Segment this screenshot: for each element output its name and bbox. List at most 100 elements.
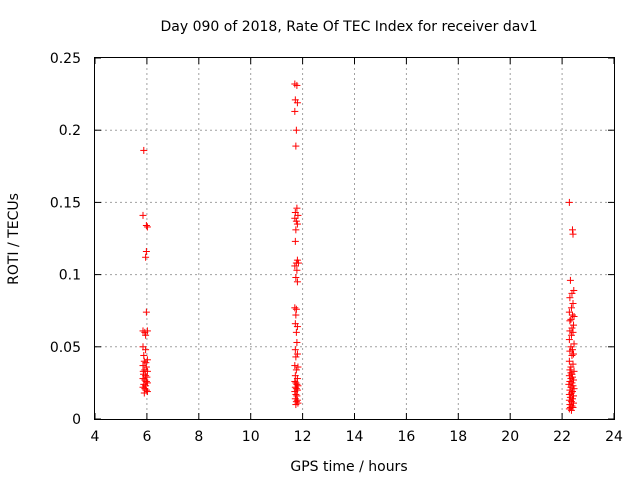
data-point xyxy=(139,375,147,383)
data-point xyxy=(292,142,300,150)
data-point xyxy=(293,81,301,89)
data-point xyxy=(569,403,577,411)
data-point xyxy=(566,366,574,374)
data-point xyxy=(142,253,150,261)
y-tick-label: 0.25 xyxy=(50,51,81,67)
data-point xyxy=(565,357,573,365)
data-point xyxy=(568,388,576,396)
data-point xyxy=(143,223,151,231)
data-point xyxy=(143,388,151,396)
data-point xyxy=(293,256,301,264)
data-point xyxy=(140,357,148,365)
data-point xyxy=(566,347,574,355)
data-point xyxy=(291,237,299,245)
y-axis-label: ROTI / TECUs xyxy=(6,193,22,285)
data-point xyxy=(570,321,578,329)
data-point xyxy=(567,383,575,391)
data-point xyxy=(140,351,148,359)
data-point xyxy=(566,317,574,325)
data-point xyxy=(565,308,573,316)
x-tick-label: 4 xyxy=(91,429,100,445)
data-point xyxy=(142,308,150,316)
data-point xyxy=(567,406,575,414)
x-tick-label: 16 xyxy=(397,429,415,445)
data-point xyxy=(570,385,578,393)
data-point xyxy=(565,336,573,344)
data-point xyxy=(142,222,150,230)
data-point xyxy=(293,380,301,388)
data-point xyxy=(293,350,301,358)
data-point xyxy=(291,107,299,115)
data-point xyxy=(292,226,300,234)
data-point xyxy=(142,363,150,371)
x-tick-label: 8 xyxy=(194,429,203,445)
x-tick-label: 14 xyxy=(346,429,364,445)
data-point xyxy=(292,353,300,361)
data-point xyxy=(294,363,302,371)
x-tick-label: 20 xyxy=(501,429,519,445)
data-point xyxy=(140,146,148,154)
data-point xyxy=(293,323,301,331)
data-point xyxy=(568,311,576,319)
data-point xyxy=(292,328,300,336)
data-point xyxy=(294,211,302,219)
data-point xyxy=(293,99,301,107)
data-point xyxy=(139,211,147,219)
data-point xyxy=(567,343,575,351)
data-point xyxy=(292,217,300,225)
data-point xyxy=(570,376,578,384)
data-point xyxy=(293,266,301,274)
data-point xyxy=(139,367,147,375)
data-point xyxy=(567,369,575,377)
data-point xyxy=(566,294,574,302)
data-point xyxy=(293,338,301,346)
data-point xyxy=(569,328,577,336)
data-point xyxy=(292,305,300,313)
data-point xyxy=(143,379,151,387)
grid xyxy=(95,58,614,419)
chart-title: Day 090 of 2018, Rate Of TEC Index for r… xyxy=(160,19,537,35)
data-point xyxy=(291,362,299,370)
data-point xyxy=(568,289,576,297)
data-point xyxy=(293,392,301,400)
x-tick-label: 24 xyxy=(605,429,623,445)
data-point xyxy=(570,312,578,320)
data-point xyxy=(565,372,573,380)
data-point xyxy=(567,331,575,339)
data-point xyxy=(143,327,151,335)
data-point xyxy=(569,230,577,238)
data-point xyxy=(566,327,574,335)
data-point xyxy=(142,331,150,339)
y-tick-label: 0.2 xyxy=(59,123,81,139)
data-point xyxy=(140,380,148,388)
data-point xyxy=(291,214,299,222)
data-point xyxy=(292,401,300,409)
data-point xyxy=(294,259,302,267)
data-point xyxy=(570,340,578,348)
plot-frame xyxy=(94,57,615,420)
x-tick-label: 6 xyxy=(142,429,151,445)
data-point xyxy=(567,315,575,323)
data-point xyxy=(570,392,578,400)
data-point xyxy=(292,126,300,134)
data-point xyxy=(569,299,577,307)
y-tick-label: 0.15 xyxy=(50,195,81,211)
data-point xyxy=(291,262,299,270)
data-point xyxy=(566,276,574,284)
data-point xyxy=(568,373,576,381)
data-point xyxy=(143,356,151,364)
data-point xyxy=(291,388,299,396)
y-tick-label: 0 xyxy=(72,412,81,428)
x-tick-label: 22 xyxy=(553,429,571,445)
data-point xyxy=(292,311,300,319)
data-point xyxy=(142,346,150,354)
data-point xyxy=(291,346,299,354)
data-point xyxy=(293,396,301,404)
data-point xyxy=(142,359,150,367)
data-point xyxy=(570,350,578,358)
data-point xyxy=(292,273,300,281)
data-point xyxy=(292,366,300,374)
data-point xyxy=(570,286,578,294)
data-point xyxy=(567,304,575,312)
